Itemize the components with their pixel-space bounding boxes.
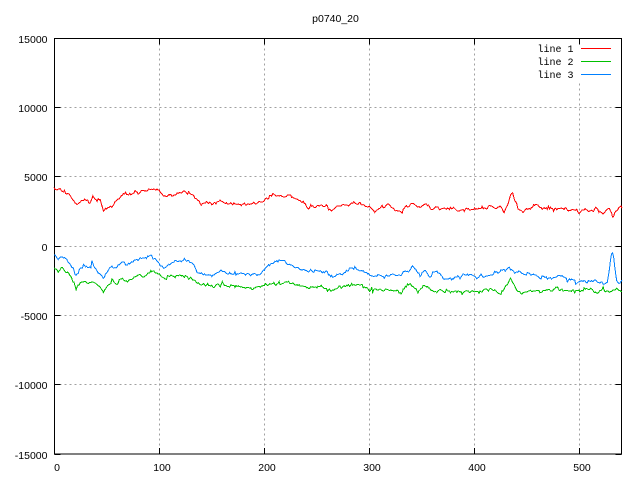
- svg-text:-10000: -10000: [15, 380, 48, 392]
- svg-text:0: 0: [54, 462, 60, 474]
- svg-text:400: 400: [468, 462, 486, 474]
- svg-text:-15000: -15000: [15, 450, 48, 462]
- svg-text:line 1: line 1: [537, 44, 573, 56]
- svg-text:200: 200: [258, 462, 276, 474]
- svg-text:-5000: -5000: [21, 311, 48, 323]
- svg-text:15000: 15000: [18, 34, 47, 46]
- svg-text:line 2: line 2: [537, 57, 573, 69]
- svg-text:5000: 5000: [24, 172, 48, 184]
- svg-text:p0740_20: p0740_20: [312, 13, 359, 25]
- svg-text:0: 0: [42, 242, 48, 254]
- svg-text:line 3: line 3: [537, 70, 573, 82]
- svg-text:300: 300: [363, 462, 381, 474]
- svg-text:100: 100: [153, 462, 171, 474]
- svg-text:500: 500: [573, 462, 591, 474]
- svg-text:10000: 10000: [18, 103, 47, 115]
